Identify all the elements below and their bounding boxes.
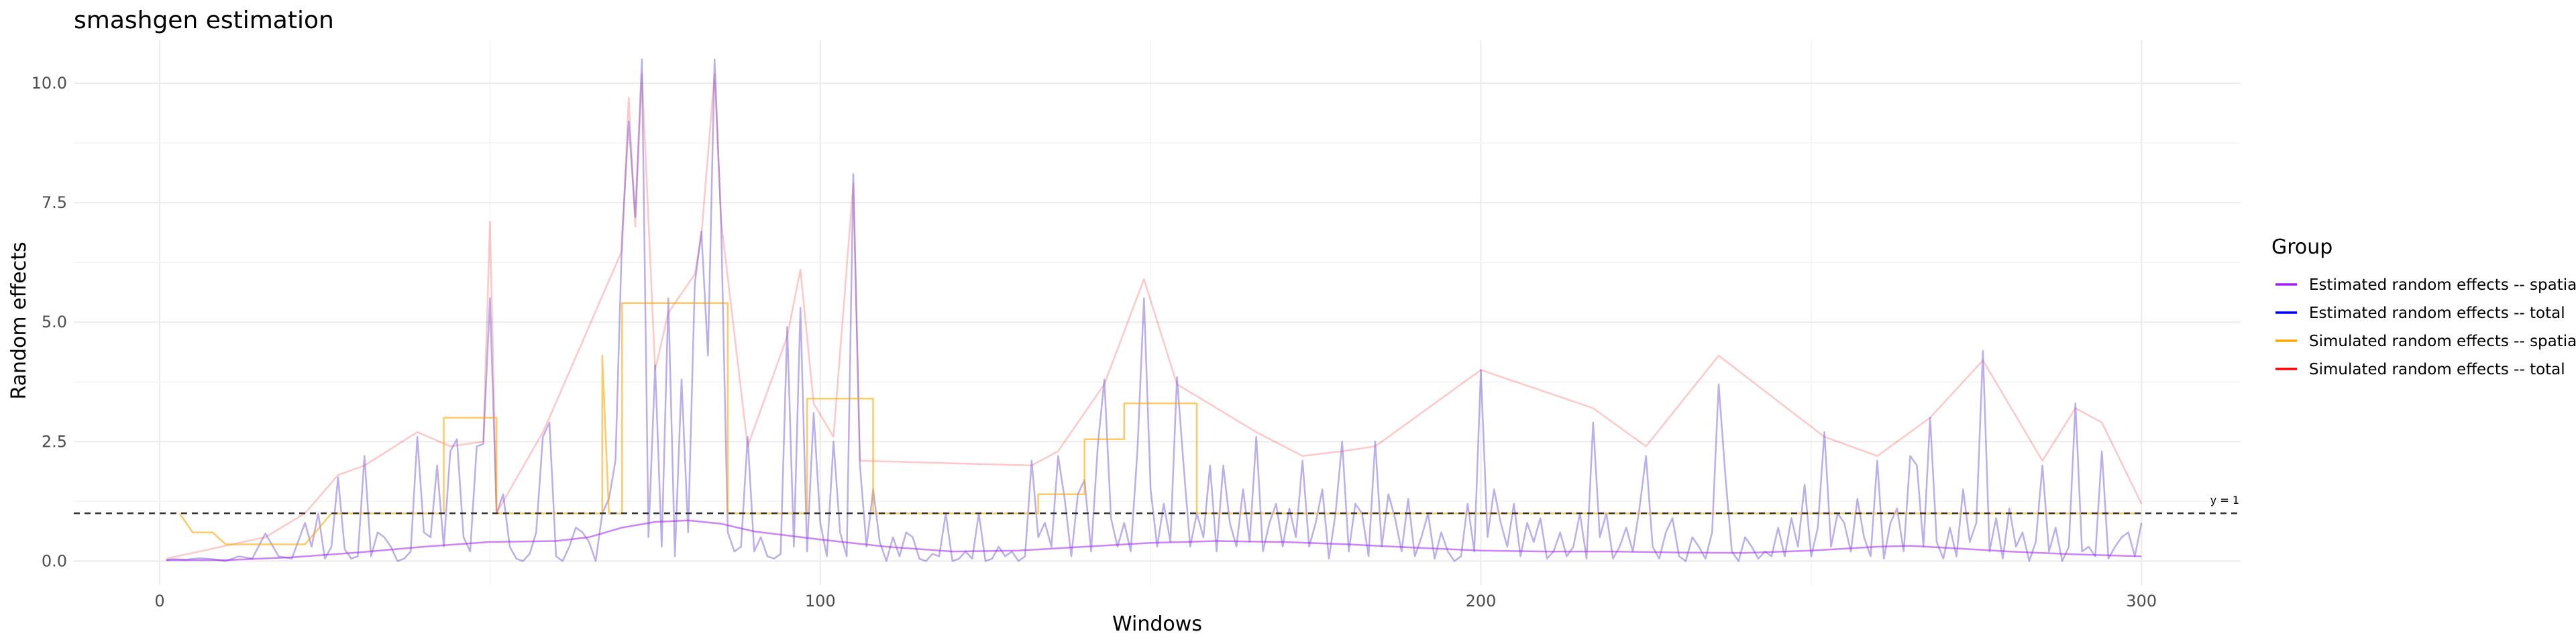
legend-label: Estimated random effects -- total xyxy=(2309,305,2565,322)
series-line-estimated-random-effects-spatial xyxy=(166,519,2142,561)
reference-line-label: y = 1 xyxy=(2210,494,2239,506)
legend: Group Estimated random effects -- spatia… xyxy=(2271,235,2576,378)
grid xyxy=(74,40,2241,585)
y-tick-label: 10.0 xyxy=(32,74,67,93)
chart-title: smashgen estimation xyxy=(74,7,334,34)
y-tick-label: 2.5 xyxy=(42,432,67,451)
reference-line-group: y = 1 xyxy=(74,494,2241,515)
series-line-simulated-random-effects-spatial xyxy=(178,302,2142,545)
x-tick-label: 0 xyxy=(154,592,164,610)
series-line-estimated-random-effects-total xyxy=(166,58,2143,562)
y-tick-label: 7.5 xyxy=(42,193,67,212)
y-tick-label: 0.0 xyxy=(42,551,67,570)
y-axis-ticks: 0.0 2.5 5.0 7.5 10.0 xyxy=(32,74,67,570)
legend-label: Simulated random effects -- spatial xyxy=(2309,333,2576,350)
x-tick-label: 100 xyxy=(805,592,836,610)
y-tick-label: 5.0 xyxy=(42,313,67,331)
y-axis-title: Random effects xyxy=(7,241,31,399)
legend-label: Simulated random effects -- total xyxy=(2309,361,2565,378)
legend-title: Group xyxy=(2271,235,2332,259)
legend-label: Estimated random effects -- spatial xyxy=(2309,276,2576,294)
x-tick-label: 200 xyxy=(1466,592,1497,610)
x-axis-ticks: 0 100 200 300 xyxy=(154,592,2157,610)
x-axis-title: Windows xyxy=(1112,612,1202,636)
series-line-simulated-random-effects-total xyxy=(166,72,2143,560)
x-tick-label: 300 xyxy=(2126,592,2157,610)
series-lines xyxy=(166,58,2143,562)
